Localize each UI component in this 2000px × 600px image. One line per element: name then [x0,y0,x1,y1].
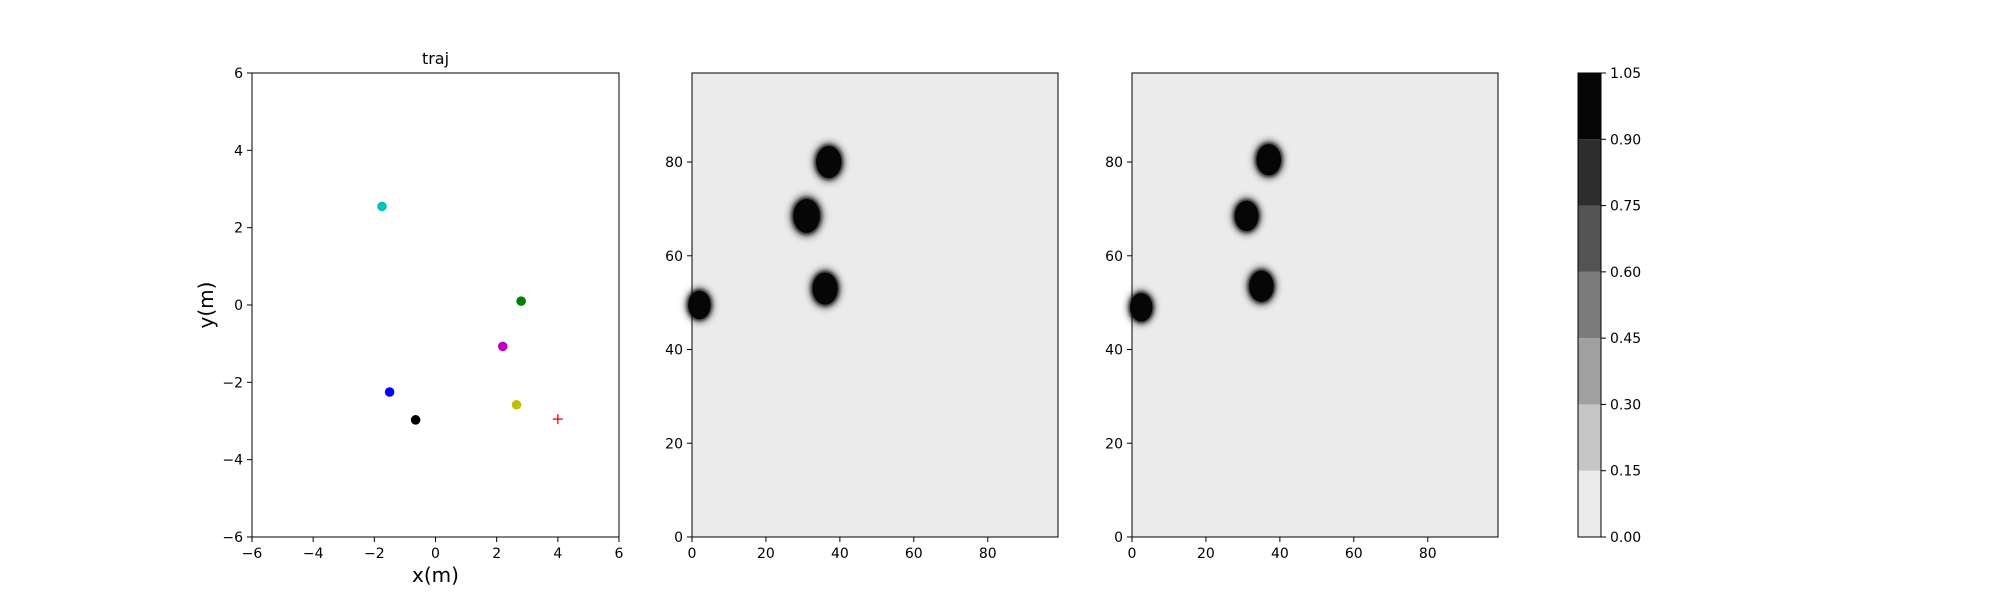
obstacle-blob-core [816,146,842,179]
colorbar-band [1578,404,1601,471]
goal-marker [552,414,563,425]
y-tick-label: 20 [1105,436,1123,452]
x-tick-label: 40 [1271,546,1289,562]
obstacle-blob [807,266,844,311]
obstacle-blob [1229,195,1264,237]
traj-points [377,201,563,425]
heatmap-1-blobs [683,72,1059,538]
colorbar-tick-label: 0.30 [1610,397,1641,413]
agent-point [377,201,387,212]
heatmap-2-y-ticks: 0 20 40 60 80 [1105,155,1132,546]
colorbar-band [1578,139,1601,206]
obstacle-blob [683,285,716,325]
obstacle-blob [1251,138,1287,182]
x-tick-label: −6 [242,546,263,562]
obstacle-blob-core [1234,200,1259,232]
heatmap-1-plot-area [691,72,1059,538]
traj-plot: traj x(m) y(m) −6 −4 −2 0 2 4 6 −6 −4 −2 0 2 4 6 [194,49,624,587]
x-tick-label: 20 [757,546,775,562]
colorbar-band [1578,338,1601,405]
y-tick-label: 6 [234,66,243,82]
y-tick-label: 40 [665,343,683,359]
x-tick-label: 0 [431,546,440,562]
obstacle-blob-core [1130,293,1153,322]
x-tick-label: 60 [905,546,923,562]
agent-point [410,415,421,425]
y-tick-label: 80 [665,155,683,171]
x-tick-label: 2 [492,546,501,562]
y-tick-label: 0 [674,530,683,546]
traj-y-axis-label: y(m) [194,282,218,329]
y-tick-label: 0 [234,298,243,314]
colorbar-band [1578,271,1601,339]
obstacle-blob-core [793,199,820,233]
colorbar-tick-label: 0.00 [1610,530,1641,546]
x-tick-label: 60 [1345,546,1363,562]
x-tick-label: 80 [979,546,997,562]
traj-plot-area [251,72,620,538]
colorbar-tick-label: 0.15 [1610,464,1641,480]
obstacle-blob [1125,287,1158,327]
obstacle-blob-core [688,290,711,320]
colorbar-tick-label: 1.05 [1610,66,1641,82]
heatmap-1: 0 20 40 60 80 0 20 40 60 80 [665,72,1059,562]
obstacle-blob [810,140,847,184]
agent-point [384,387,395,397]
heatmap-1-x-ticks: 0 20 40 60 80 [688,537,997,562]
y-tick-label: 60 [1105,249,1123,265]
heatmap-frame-outline [691,72,1059,538]
y-tick-label: 40 [1105,343,1123,359]
y-tick-label: 4 [234,143,243,159]
colorbar-tick-label: 0.45 [1610,331,1641,347]
obstacle-blob-core [1249,270,1274,302]
y-tick-label: 20 [665,436,683,452]
x-tick-label: 0 [1128,546,1137,562]
heatmap-1-y-ticks: 0 20 40 60 80 [665,155,692,546]
x-tick-label: 80 [1419,546,1437,562]
colorbar-band [1578,73,1601,140]
x-tick-label: 0 [688,546,697,562]
y-tick-label: −2 [222,375,243,391]
obstacle-blob-core [812,272,838,305]
obstacle-blob [1243,264,1279,308]
x-tick-label: 6 [615,546,624,562]
x-tick-label: −2 [364,546,385,562]
colorbar-ticks: 0.00 0.15 0.30 0.45 0.60 0.75 0.90 1.05 [1601,66,1641,546]
obstacle-blob [787,192,826,240]
heatmap-2-plot-area [1131,72,1499,538]
heatmap-frame-outline [1131,72,1499,538]
y-tick-label: 60 [665,249,683,265]
x-tick-label: 20 [1197,546,1215,562]
x-tick-label: −4 [303,546,324,562]
x-tick-label: 4 [553,546,562,562]
y-tick-label: 80 [1105,155,1123,171]
agent-point [511,399,522,410]
colorbar-tick-label: 0.75 [1610,199,1641,215]
agent-point [497,341,508,352]
heatmap-2-x-ticks: 0 20 40 60 80 [1128,537,1437,562]
traj-x-axis-label: x(m) [412,563,459,587]
colorbar-band [1578,205,1601,272]
traj-x-ticks: −6 −4 −2 0 2 4 6 [242,537,624,562]
y-tick-label: 0 [1114,530,1123,546]
colorbar-band [1578,470,1601,537]
colorbar: 0.00 0.15 0.30 0.45 0.60 0.75 0.90 1.05 [1577,66,1641,546]
y-tick-label: −4 [222,453,243,469]
colorbar-frame [1577,72,1602,538]
x-tick-label: 40 [831,546,849,562]
traj-y-ticks: −6 −4 −2 0 2 4 6 [222,66,252,546]
colorbar-bands [1578,73,1601,537]
obstacle-blob-core [1256,144,1282,176]
traj-title: traj [422,49,449,68]
agent-point [516,296,526,306]
y-tick-label: −6 [222,530,243,546]
heatmap-2-blobs [1125,72,1499,538]
heatmap-2: 0 20 40 60 80 0 20 40 60 80 [1105,72,1499,562]
colorbar-tick-label: 0.60 [1610,265,1641,281]
colorbar-tick-label: 0.90 [1610,132,1641,148]
y-tick-label: 2 [234,221,243,237]
